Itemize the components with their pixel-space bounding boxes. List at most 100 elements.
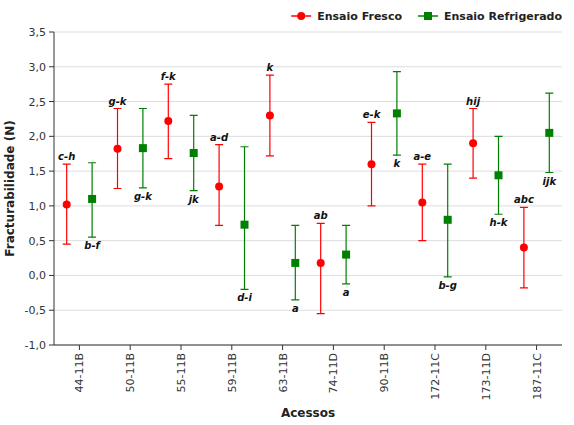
point [342, 251, 350, 259]
point-label: b-g [438, 280, 456, 291]
point-label: hij [466, 96, 481, 107]
point [418, 198, 426, 206]
y-tick-label: -1,0 [25, 339, 46, 352]
point-label: h-k [490, 217, 509, 228]
point-label: abc [514, 194, 534, 205]
y-tick [49, 66, 54, 67]
y-tick [49, 205, 54, 206]
chart: -1,0-0,50,00,51,01,52,02,53,03,544-11B50… [0, 0, 574, 425]
point-label: f-k [161, 71, 177, 82]
point-label: a [292, 303, 299, 314]
point [393, 109, 401, 117]
x-tick [282, 345, 283, 350]
grid-line [54, 205, 562, 206]
point-label: ab [314, 210, 328, 221]
grid-line [54, 275, 562, 276]
legend-label: Ensaio Fresco [317, 10, 402, 23]
point-label: g-k [109, 96, 128, 107]
x-tick-label: 90-11B [378, 353, 391, 393]
error-bar [545, 93, 553, 172]
x-tick [536, 345, 537, 350]
y-tick-label: 2,0 [29, 130, 47, 143]
error-bar [342, 225, 350, 283]
error-bar [63, 164, 71, 244]
grid [54, 32, 562, 345]
point [444, 216, 452, 224]
point [545, 129, 553, 137]
legend: Ensaio Fresco Ensaio Refrigerado [291, 10, 562, 23]
y-tick-label: 3,0 [29, 61, 47, 74]
point [266, 111, 274, 119]
error-bar [88, 163, 96, 237]
point [495, 171, 503, 179]
point [88, 195, 96, 203]
x-tick-label: 55-11B [175, 353, 188, 393]
point-label: a-e [413, 151, 431, 162]
y-tick-label: 1,5 [29, 165, 47, 178]
x-tick [333, 345, 334, 350]
error-bar [139, 109, 147, 188]
y-tick-label: 0,0 [29, 269, 47, 282]
x-tick-label: 74-11D [327, 353, 340, 393]
point [139, 144, 147, 152]
error-bar [317, 223, 325, 313]
grid-line [54, 240, 562, 241]
grid-line [54, 171, 562, 172]
error-bar [444, 164, 452, 277]
x-tick [130, 345, 131, 350]
y-tick-label: 3,5 [29, 26, 47, 39]
y-axis-title: Fracturabilidade (N) [3, 120, 17, 256]
point [164, 117, 172, 125]
point-label: a [343, 287, 350, 298]
point [114, 145, 122, 153]
x-tick [181, 345, 182, 350]
series [63, 75, 528, 314]
y-tick [49, 345, 54, 346]
y-tick [49, 136, 54, 137]
grid-line [54, 32, 562, 33]
y-tick-label: -0,5 [25, 304, 46, 317]
grid-line [54, 101, 562, 102]
point-label: k [394, 158, 402, 169]
point [291, 259, 299, 267]
point [368, 160, 376, 168]
y-tick [49, 101, 54, 102]
point [190, 149, 198, 157]
y-tick-label: 0,5 [29, 235, 47, 248]
error-bar [418, 164, 426, 241]
x-tick-label: 172-11C [429, 353, 442, 400]
legend-item: Ensaio Refrigerado [418, 10, 562, 23]
axes: -1,0-0,50,00,51,01,52,02,53,03,544-11B50… [25, 26, 562, 400]
legend-item: Ensaio Fresco [291, 10, 402, 23]
point [63, 200, 71, 208]
error-bar [241, 147, 249, 290]
grid-line [54, 66, 562, 67]
point [241, 221, 249, 229]
error-bar [495, 136, 503, 214]
y-tick [49, 310, 54, 311]
y-tick [49, 32, 54, 33]
series [88, 72, 553, 300]
point-labels: c-hg-kf-ka-dkabe-ka-ehijabcb-fg-kjkd-iaa… [58, 62, 557, 314]
x-tick [435, 345, 436, 350]
legend-label: Ensaio Refrigerado [444, 10, 562, 23]
x-tick [384, 345, 385, 350]
y-tick [49, 275, 54, 276]
x-tick-label: 59-11B [226, 353, 239, 393]
point-label: jk [187, 194, 200, 205]
error-bar [393, 72, 401, 155]
marks [63, 72, 554, 314]
y-tick-label: 1,0 [29, 200, 47, 213]
error-bar [114, 109, 122, 189]
point [520, 244, 528, 252]
x-tick-label: 50-11B [124, 353, 137, 393]
point-label: a-d [210, 132, 229, 143]
y-tick [49, 240, 54, 241]
point-label: c-h [58, 151, 75, 162]
error-bar [469, 109, 477, 179]
error-bar [266, 75, 274, 156]
error-bar [215, 145, 223, 226]
x-tick [79, 345, 80, 350]
point-label: k [267, 62, 275, 73]
point-label: b-f [84, 240, 101, 251]
